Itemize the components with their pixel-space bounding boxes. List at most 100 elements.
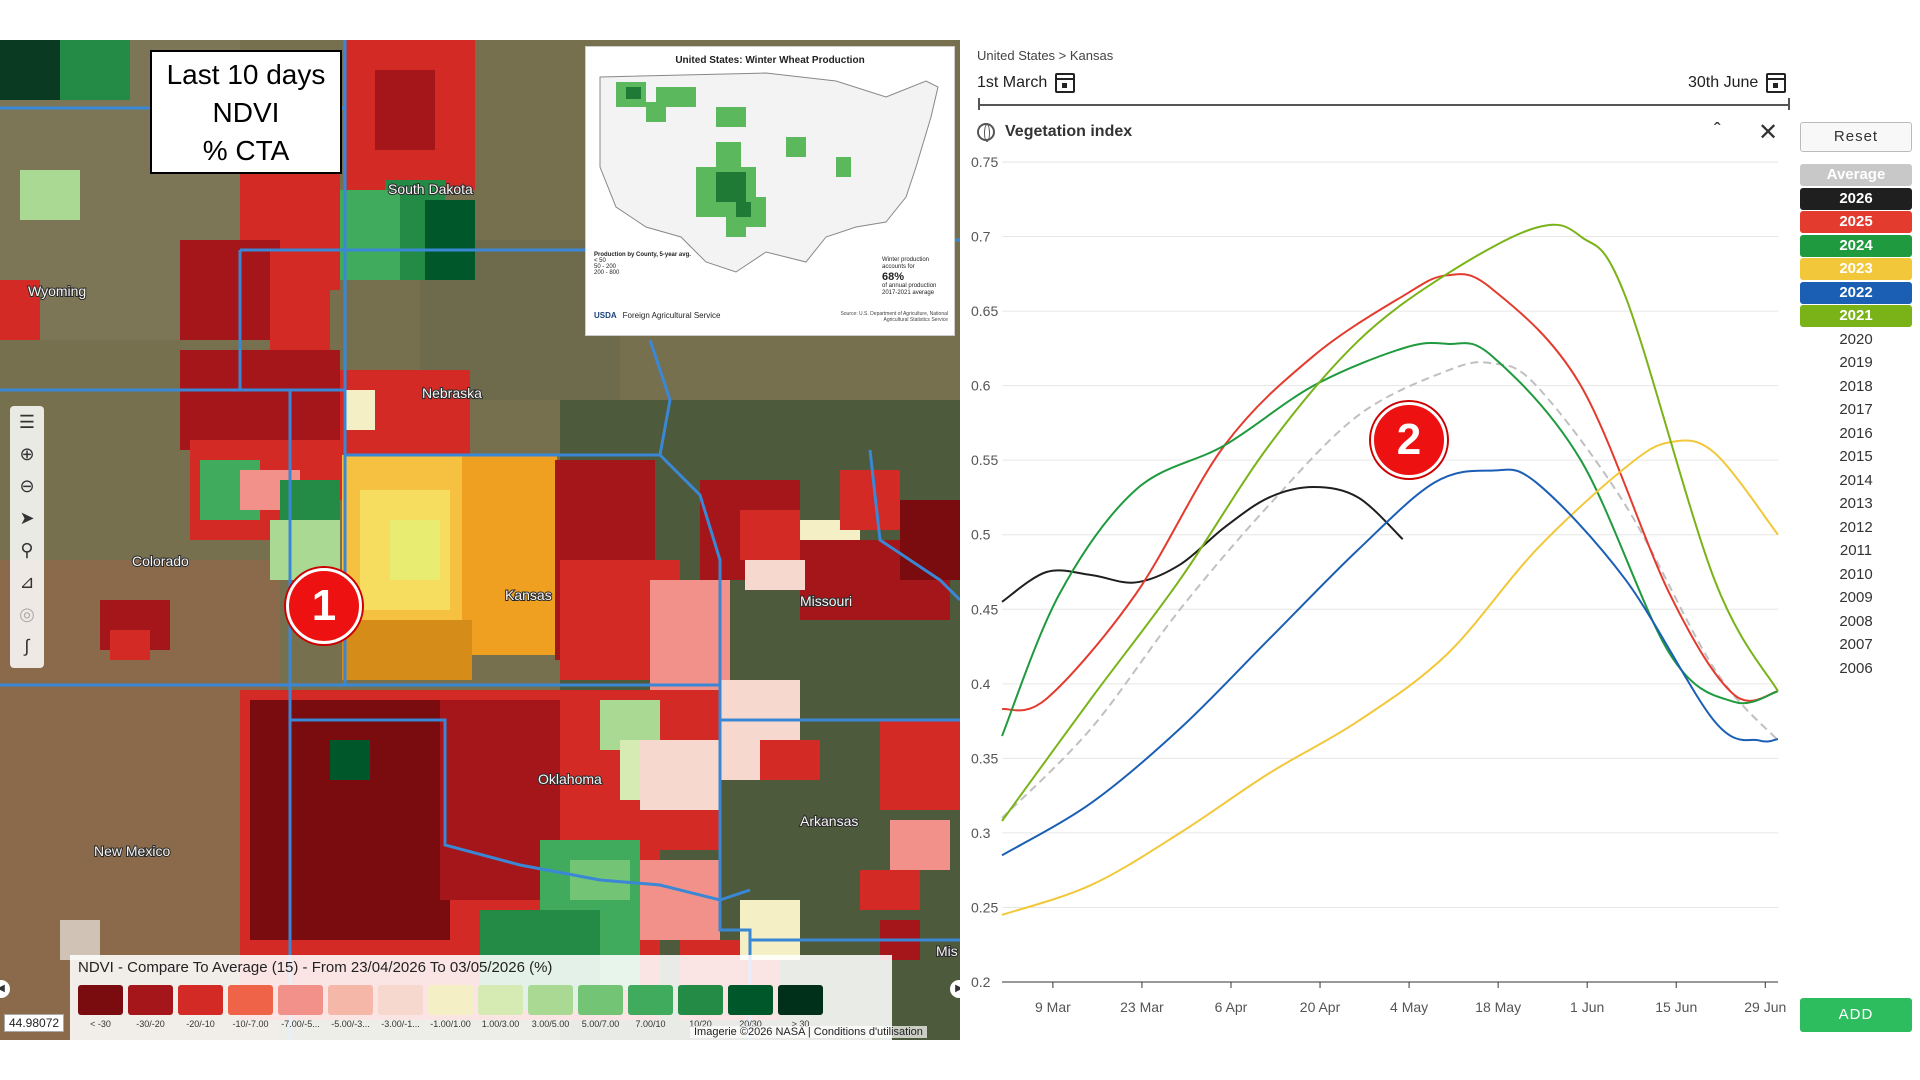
year-toggle-2021[interactable]: 2021	[1800, 305, 1912, 327]
panel-title-text: Vegetation index	[1005, 123, 1133, 140]
legend-class-label: 1.00/3.00	[481, 1019, 520, 1029]
legend-class-label: 5.00/7.00	[581, 1019, 620, 1029]
year-toggle-2009[interactable]: 2009	[1839, 589, 1873, 606]
layers-icon[interactable]: ☰	[18, 411, 36, 432]
target-icon[interactable]: ◎	[19, 603, 35, 624]
inset-legend-title: Production by County, 5-year avg.	[594, 252, 691, 258]
x-tick-label: 6 Apr	[1215, 999, 1248, 1015]
legend-swatch	[178, 985, 223, 1015]
zoom-out-icon[interactable]: ⊖	[19, 475, 35, 496]
year-toggle-2018[interactable]: 2018	[1839, 377, 1873, 395]
year-toggle-2024[interactable]: 2024	[1800, 234, 1912, 257]
label-missouri: Missouri	[800, 593, 852, 609]
year-toggle-2019[interactable]: 2019	[1839, 354, 1873, 371]
chevron-right-icon[interactable]: ▶	[950, 980, 960, 998]
legend-class-label: 3.00/5.00	[531, 1019, 570, 1029]
date-end-label: 30th June	[1688, 74, 1759, 91]
chevron-up-icon[interactable]: ˆ	[1714, 120, 1721, 142]
label-colorado: Colorado	[132, 553, 189, 569]
legend-class-label: -3.00/-1...	[381, 1019, 420, 1029]
legend-class-label: -20/-10	[186, 1019, 215, 1029]
label-oklahoma: Oklahoma	[538, 771, 602, 787]
reset-button[interactable]: Reset	[1800, 122, 1912, 152]
label-wyoming: Wyoming	[28, 283, 86, 299]
legend-swatch	[78, 985, 123, 1015]
usda-text: USDA	[594, 311, 617, 320]
search-icon[interactable]: ⚲	[20, 539, 34, 560]
year-toggle-average[interactable]: Average	[1800, 164, 1912, 186]
date-start[interactable]: 1st March	[977, 73, 1076, 93]
close-icon[interactable]: ✕	[1758, 119, 1779, 146]
legend-swatches	[78, 985, 823, 1015]
panel-title: Vegetation index	[977, 123, 1133, 142]
map-title-line-1: Last 10 days	[166, 59, 326, 90]
calendar-icon[interactable]	[1055, 73, 1076, 93]
legend-class-label: -10/-7.00	[232, 1019, 269, 1029]
year-toggle-2012[interactable]: 2012	[1839, 518, 1873, 536]
winter-wheat-inset: United States: Winter Wheat Production W…	[585, 46, 955, 336]
y-tick-label: 0.7	[971, 229, 991, 245]
anomaly-cells	[0, 40, 960, 1020]
legend-class-label: > 30	[791, 1019, 810, 1029]
year-toggle-2020[interactable]: 2020	[1839, 330, 1873, 348]
callout-badge-1: 1	[286, 568, 362, 644]
map-view[interactable]: South Dakota Wyoming Nebraska Colorado K…	[0, 40, 960, 1040]
legend-class-label: 10/20	[689, 1019, 712, 1029]
measure-icon[interactable]: ⊿	[19, 571, 35, 592]
series-line-2022	[1001, 468, 1779, 857]
legend-swatch	[278, 985, 323, 1015]
year-list: Average 2026 2025 2024 2023 2022 2021 2020 2019 2…	[1800, 164, 1912, 681]
y-tick-label: 0.6	[971, 378, 991, 394]
legend-class-label: 7.00/10	[635, 1019, 666, 1029]
y-tick-label: 0.5	[971, 527, 991, 543]
year-toggle-2008[interactable]: 2008	[1839, 612, 1873, 630]
year-toggle-2017[interactable]: 2017	[1839, 401, 1873, 418]
y-tick-label: 0.75	[971, 154, 998, 170]
year-toggle-2006[interactable]: 2006	[1839, 659, 1873, 677]
series-line-2023	[1001, 439, 1779, 916]
legend-class-label: -7.00/-5...	[281, 1019, 320, 1029]
breadcrumb[interactable]: United States > Kansas	[977, 48, 1114, 63]
legend-class-label: 20/30	[739, 1019, 762, 1029]
year-toggle-2013[interactable]: 2013	[1839, 495, 1873, 512]
date-end[interactable]: 30th June	[1688, 73, 1787, 93]
map-legend: NDVI - Compare To Average (15) - From 23…	[70, 955, 892, 1040]
legend-labels: < -30 -30/-20 -20/-10 -10/-7.00 -7.00/-5... -…	[78, 1019, 823, 1029]
range-handle-start[interactable]	[978, 98, 980, 110]
map-toolbar: ☰ ⊕ ⊖ ➤ ⚲ ⊿ ◎ ∫	[10, 406, 44, 668]
x-tick-label: 4 May	[1390, 999, 1428, 1015]
calendar-icon[interactable]	[1766, 73, 1787, 93]
y-tick-label: 0.25	[971, 899, 998, 915]
year-toggle-2022[interactable]: 2022	[1800, 281, 1912, 304]
legend-class-label: -5.00/-3...	[331, 1019, 370, 1029]
draw-icon[interactable]: ∫	[24, 635, 30, 656]
label-mississippi: Mis	[936, 943, 958, 959]
year-toggle-2007[interactable]: 2007	[1839, 636, 1873, 653]
date-range-slider[interactable]	[978, 104, 1790, 106]
legend-title: NDVI - Compare To Average (15) - From 23…	[78, 959, 553, 976]
year-toggle-2025[interactable]: 2025	[1800, 211, 1912, 233]
add-button[interactable]: ADD	[1800, 998, 1912, 1032]
inset-legend-item-1: < 50	[594, 258, 606, 264]
inset-prod-note: Winter production accounts for	[882, 257, 930, 270]
year-toggle-2015[interactable]: 2015	[1839, 448, 1873, 465]
year-toggle-2023[interactable]: 2023	[1800, 258, 1912, 280]
x-tick-label: 29 Jun	[1744, 999, 1786, 1015]
year-toggle-2010[interactable]: 2010	[1839, 565, 1873, 583]
year-toggle-2014[interactable]: 2014	[1839, 471, 1873, 489]
x-tick-label: 20 Apr	[1300, 999, 1341, 1015]
range-handle-end[interactable]	[1788, 98, 1790, 110]
year-toggle-2026[interactable]: 2026	[1800, 187, 1912, 210]
year-toggle-2011[interactable]: 2011	[1839, 542, 1873, 559]
legend-swatch	[728, 985, 773, 1015]
locate-icon[interactable]: ➤	[19, 507, 35, 528]
legend-swatch	[778, 985, 823, 1015]
legend-swatch	[578, 985, 623, 1015]
chevron-left-icon[interactable]: ◀	[0, 980, 10, 998]
y-tick-label: 0.3	[971, 825, 991, 841]
zoom-in-icon[interactable]: ⊕	[19, 443, 35, 464]
x-tick-label: 23 Mar	[1120, 999, 1164, 1015]
map-title-line-2: NDVI	[212, 97, 280, 128]
year-toggle-2016[interactable]: 2016	[1839, 424, 1873, 442]
wheat-counties-high	[626, 87, 751, 217]
